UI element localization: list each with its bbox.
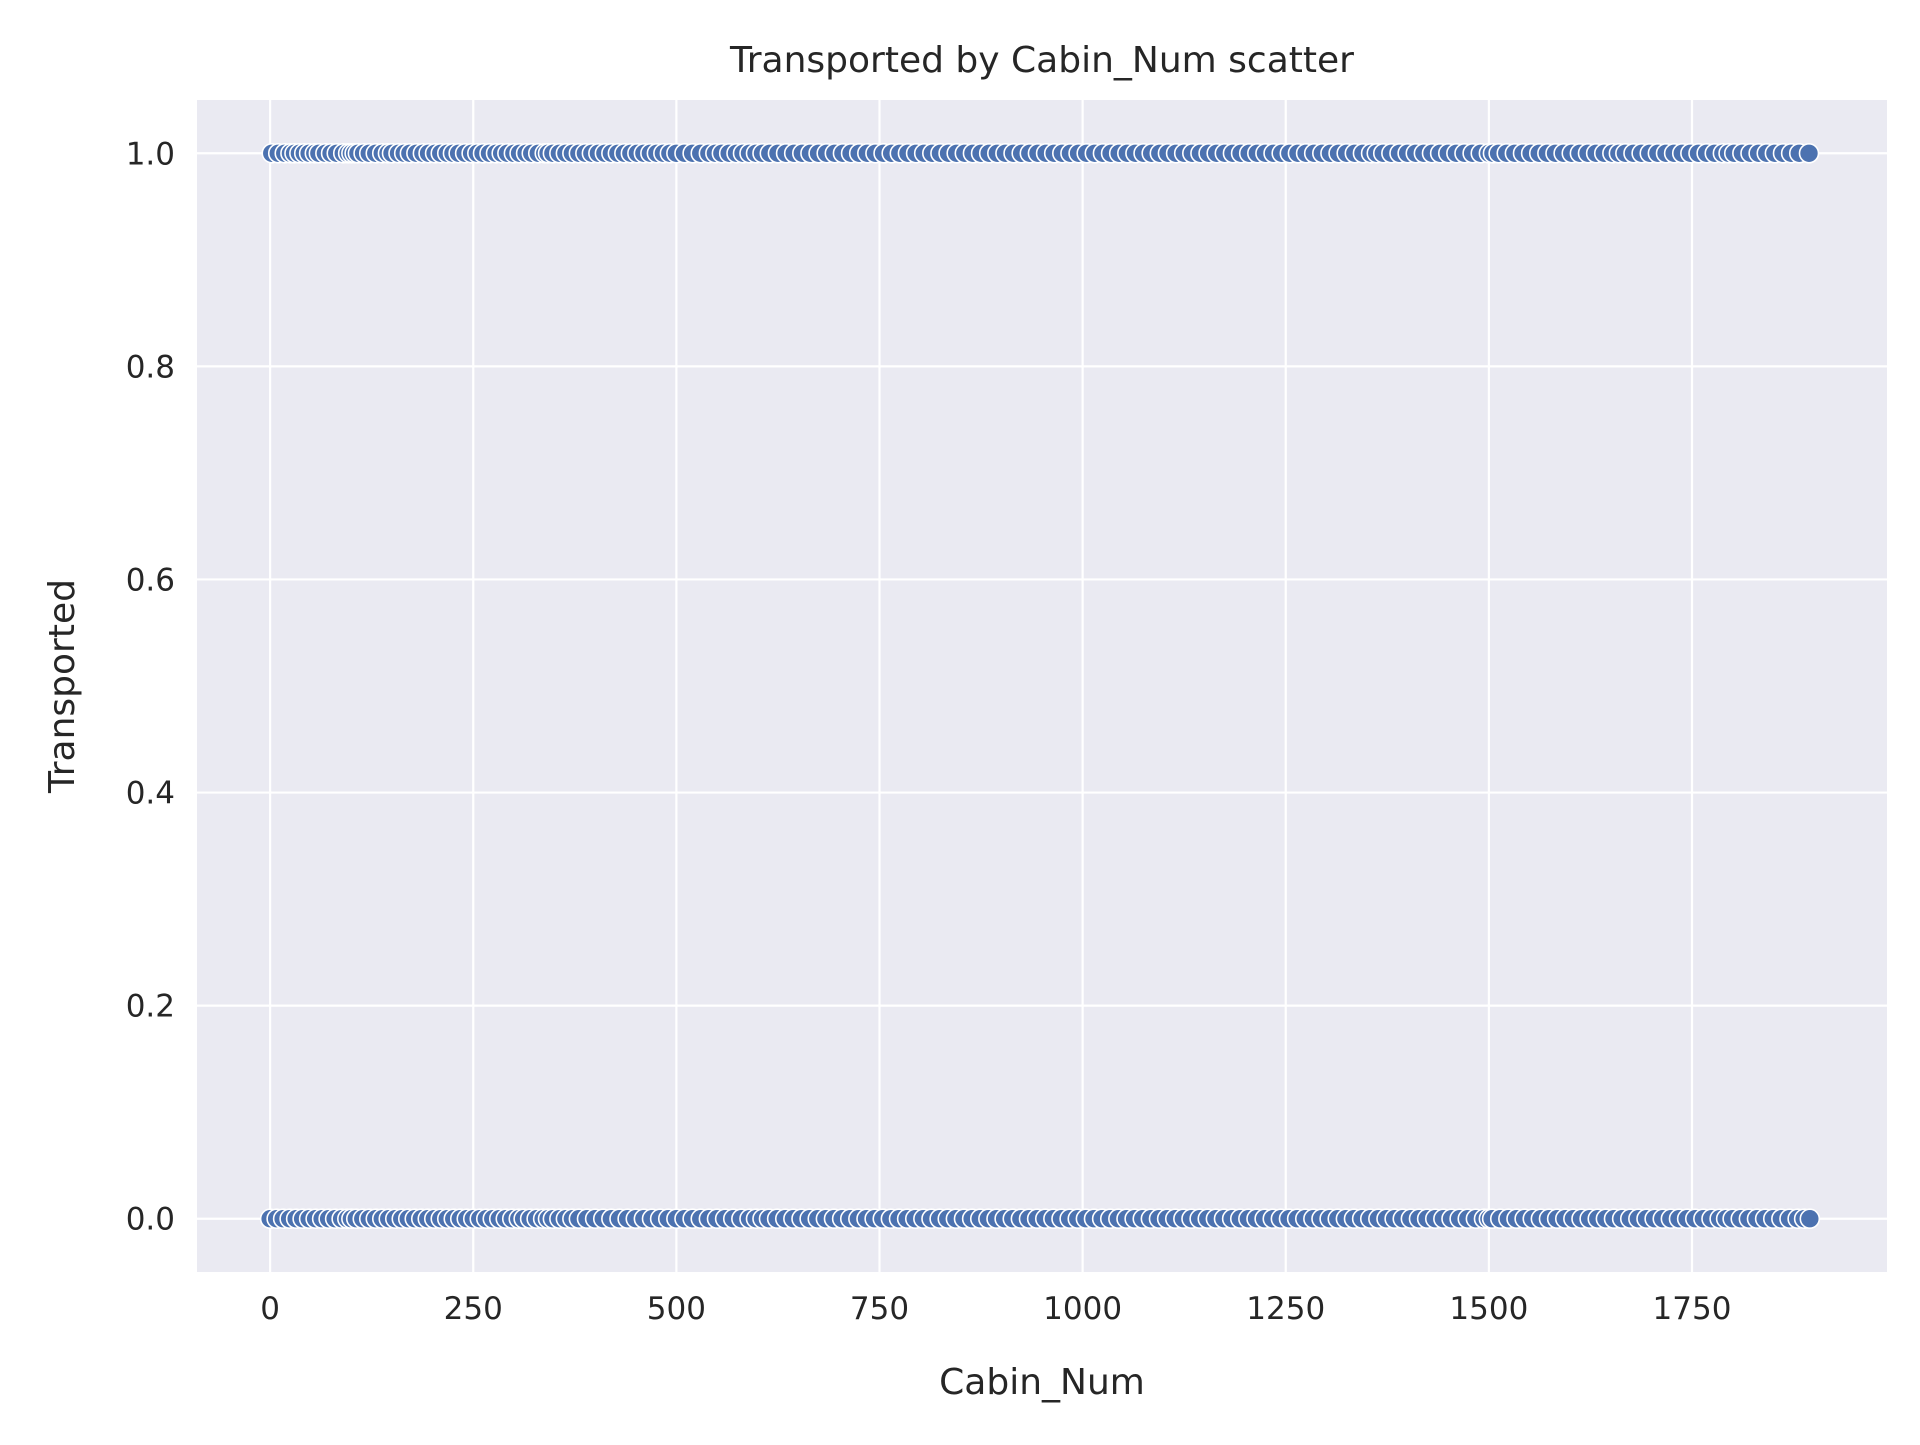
y-tick-label: 0.8 [126, 349, 175, 385]
y-tick-label: 0.6 [126, 562, 175, 598]
chart-title: Transported by Cabin_Num scatter [729, 40, 1354, 81]
x-tick-label: 250 [444, 1291, 503, 1327]
y-tick-labels: 0.0 0.2 0.4 0.6 0.8 1.0 [126, 136, 175, 1237]
y-axis-label: Transported [42, 579, 83, 794]
y-tick-label: 0.0 [126, 1202, 175, 1238]
x-tick-label: 0 [260, 1291, 280, 1327]
x-tick-label: 1000 [1043, 1291, 1122, 1327]
y-tick-label: 0.4 [126, 776, 175, 812]
x-tick-label: 1250 [1246, 1291, 1325, 1327]
data-points [259, 142, 1821, 1230]
scatter-point [1799, 1208, 1821, 1230]
x-tick-label: 1750 [1653, 1291, 1732, 1327]
y-tick-label: 1.0 [126, 136, 175, 172]
plot-area [197, 100, 1887, 1272]
x-axis-label: Cabin_Num [939, 1362, 1145, 1403]
x-tick-label: 750 [850, 1291, 909, 1327]
x-tick-labels: 0 250 500 750 1000 1250 1500 1750 [260, 1291, 1731, 1327]
y-tick-label: 0.2 [126, 989, 175, 1025]
x-tick-label: 500 [647, 1291, 706, 1327]
scatter-point [1798, 142, 1820, 164]
x-tick-label: 1500 [1449, 1291, 1528, 1327]
